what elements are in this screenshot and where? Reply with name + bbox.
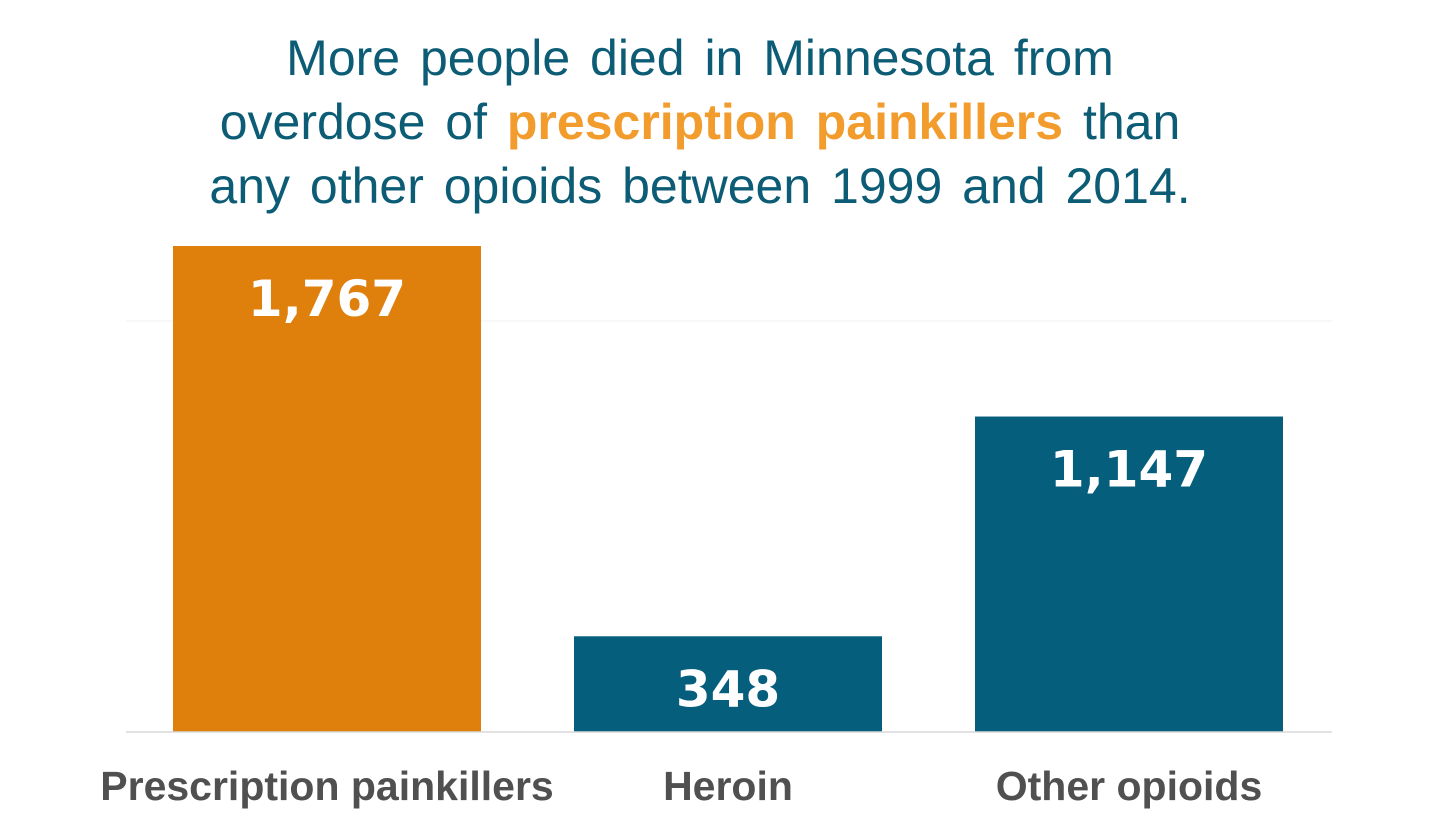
bar-value-label-2: 348 [676,660,780,718]
title-line-2: overdose of prescription painkillers tha… [0,90,1400,154]
category-label-3: Other opioids [996,763,1263,809]
bar-1 [173,246,481,732]
title-highlight: prescription painkillers [506,94,1064,150]
category-label-1: Prescription painkillers [100,763,553,809]
title-line-2-end: than [1063,94,1181,150]
title-line-2-start: overdose of [219,94,507,150]
bar-3 [975,416,1283,732]
title-line-3: any other opioids between 1999 and 2014. [209,158,1191,214]
chart-title: More people died in Minnesota from overd… [0,26,1400,218]
category-label-2: Heroin [663,763,793,809]
bar-value-label-3: 1,147 [1050,441,1208,499]
bar-2 [574,636,882,732]
title-line-1: More people died in Minnesota from [286,30,1114,86]
bar-value-label-1: 1,767 [248,270,406,328]
